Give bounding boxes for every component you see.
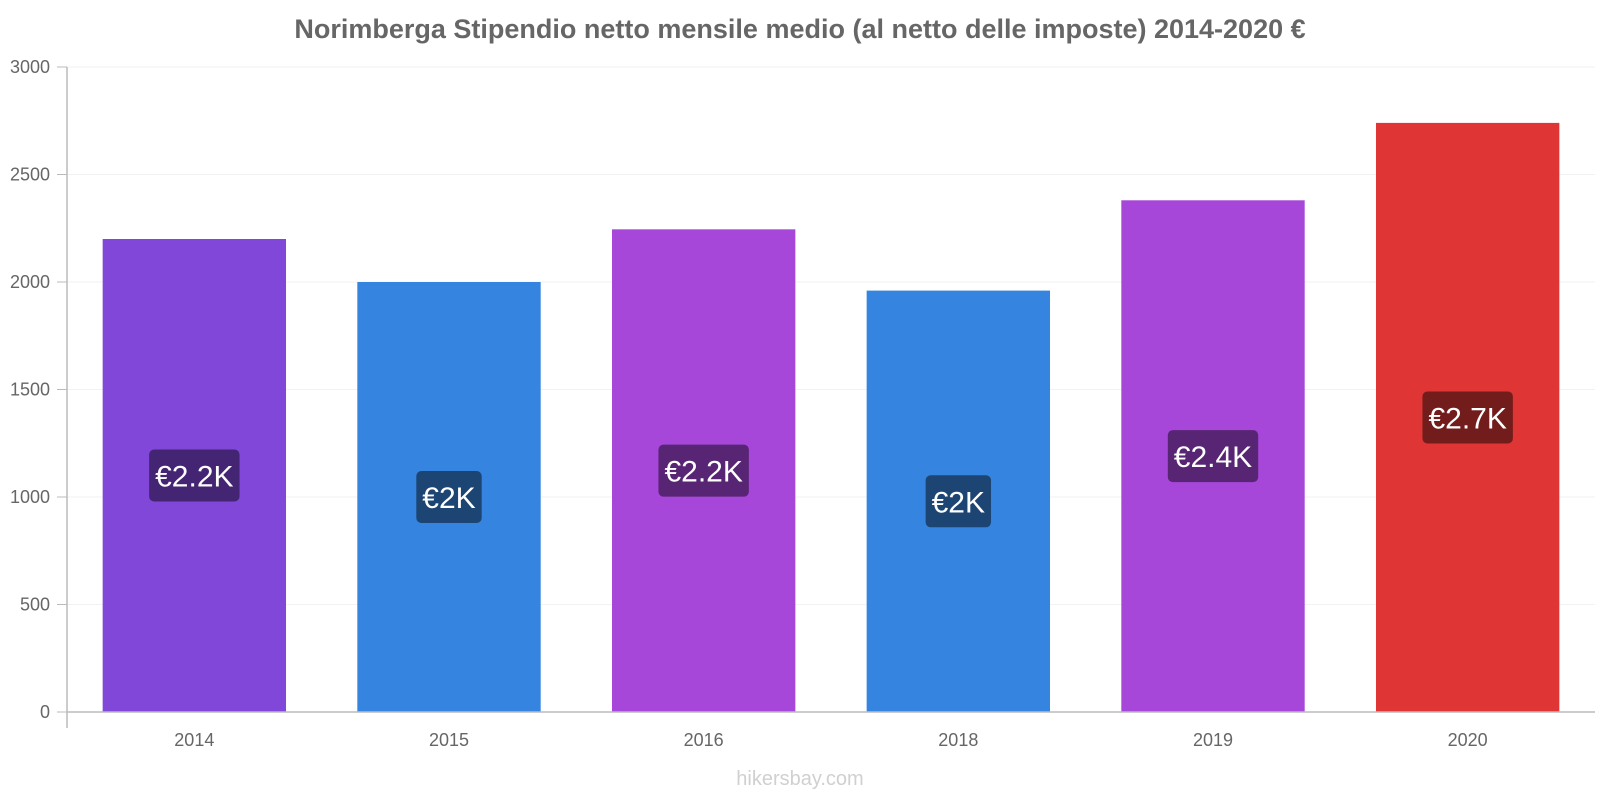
data-label-2019: €2.4K <box>1167 430 1259 483</box>
x-tick-label: 2020 <box>1448 730 1488 750</box>
data-label-bg <box>416 471 482 523</box>
data-label-text: €2K <box>422 482 475 515</box>
x-tick-label: 2019 <box>1193 730 1233 750</box>
data-label-bg <box>925 475 992 528</box>
x-tick-label: 2015 <box>429 730 469 750</box>
data-label-2016: €2.2K <box>658 444 749 497</box>
data-label-bg <box>1167 430 1259 483</box>
bars <box>102 122 1560 713</box>
x-tick-label: 2016 <box>684 730 724 750</box>
x-tick-label: 2014 <box>174 730 214 750</box>
data-label-text: €2.7K <box>1428 402 1506 435</box>
watermark: hikersbay.com <box>736 768 864 790</box>
grid-lines <box>67 66 1595 605</box>
y-tick-label: 1000 <box>10 487 50 507</box>
y-tick-label: 500 <box>20 595 50 615</box>
x-tick-label: 2018 <box>938 730 978 750</box>
data-label-2018: €2K <box>925 475 992 528</box>
data-label-text: €2.2K <box>155 461 233 494</box>
data-label-bg <box>658 444 749 497</box>
axes: 0 500 1000 1500 2000 2500 3000 2014 2015 2016 2018… <box>10 57 1595 750</box>
data-labels: €2.2K €2K €2.2K €2K €2.4K €2.7K <box>149 391 1513 528</box>
data-label-text: €2K <box>932 486 985 519</box>
y-tick-label: 0 <box>40 702 50 722</box>
data-label-text: €2.4K <box>1174 441 1252 474</box>
data-label-bg <box>149 449 240 502</box>
y-tick-label: 2500 <box>10 165 50 185</box>
chart-title: Norimberga Stipendio netto mensile medio… <box>294 14 1306 44</box>
data-label-bg <box>1422 391 1513 444</box>
y-tick-label: 3000 <box>10 57 50 77</box>
y-tick-label: 2000 <box>10 272 50 292</box>
data-label-2014: €2.2K <box>149 449 240 502</box>
data-label-2020: €2.7K <box>1422 391 1513 444</box>
data-label-2015: €2K <box>416 471 482 523</box>
data-label-text: €2.2K <box>664 456 742 489</box>
y-tick-label: 1500 <box>10 380 50 400</box>
